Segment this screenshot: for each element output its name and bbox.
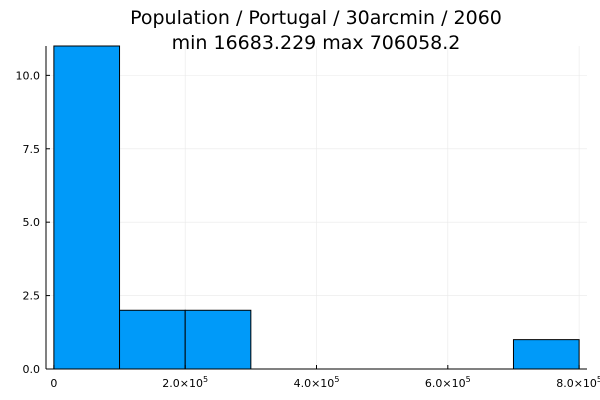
x-tick-label-0: 0 <box>50 377 57 390</box>
y-tick-label-1: 2.5 <box>23 290 41 303</box>
x-tick-label-4: 8.0×105 <box>556 375 600 390</box>
histogram-bar-7 <box>513 340 579 369</box>
x-tick-label-3: 6.0×105 <box>425 375 471 390</box>
y-tick-label-4: 10.0 <box>16 69 41 82</box>
y-tick-label-3: 7.5 <box>23 143 41 156</box>
histogram-bar-0 <box>54 46 120 369</box>
y-tick-label-2: 5.0 <box>23 216 41 229</box>
x-tick-label-2: 4.0×105 <box>294 375 340 390</box>
y-tick-label-0: 0.0 <box>23 363 41 376</box>
histogram-bar-1 <box>120 310 186 369</box>
chart-title: Population / Portugal / 30arcmin / 2060 <box>130 7 502 29</box>
histogram-bar-2 <box>185 310 251 369</box>
x-tick-label-1: 2.0×105 <box>162 375 208 390</box>
chart-subtitle: min 16683.229 max 706058.2 <box>172 32 461 54</box>
